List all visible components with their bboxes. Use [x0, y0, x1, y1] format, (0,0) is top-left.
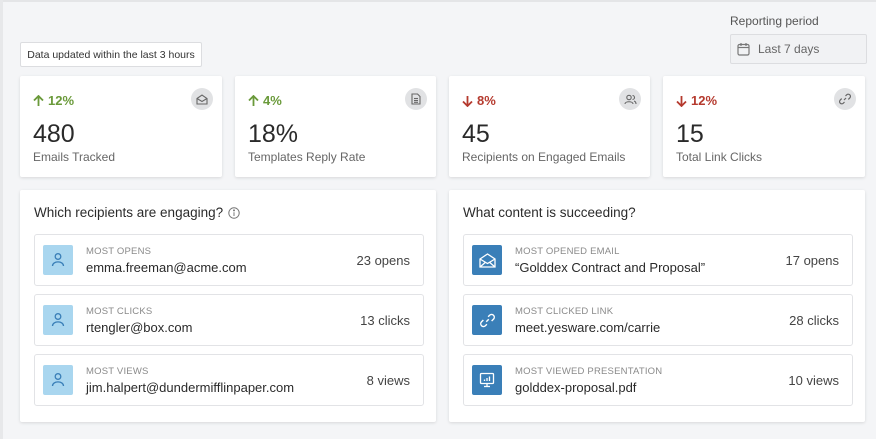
document-icon: [405, 88, 427, 110]
person-icon: [43, 245, 73, 275]
stat-change: 8%: [462, 93, 496, 108]
row-metric: 8 views: [366, 373, 410, 388]
stat-value: 45: [462, 120, 490, 148]
content-succeeding-panel: What content is succeeding? MOST OPENED …: [449, 190, 865, 422]
list-item-most-clicked-link[interactable]: MOST CLICKED LINK meet.yesware.com/carri…: [463, 294, 853, 346]
arrow-up-icon: [248, 94, 259, 106]
stat-card-total-link-clicks: 12% 15 Total Link Clicks: [663, 76, 865, 177]
list-item-most-clicks[interactable]: MOST CLICKS rtengler@box.com 13 clicks: [34, 294, 424, 346]
link-icon: [472, 305, 502, 335]
row-metric: 10 views: [788, 373, 839, 388]
row-kicker: MOST CLICKED LINK: [515, 306, 614, 317]
recipient-email: emma.freeman@acme.com: [86, 260, 247, 275]
stat-card-templates-reply-rate: 4% 18% Templates Reply Rate: [235, 76, 436, 177]
stat-change: 12%: [676, 93, 717, 108]
data-updated-notice: Data updated within the last 3 hours: [20, 42, 202, 67]
list-item-most-views[interactable]: MOST VIEWS jim.halpert@dundermifflinpape…: [34, 354, 424, 406]
stat-value: 15: [676, 120, 704, 148]
row-metric: 28 clicks: [789, 313, 839, 328]
row-kicker: MOST OPENED EMAIL: [515, 246, 620, 257]
recipient-email: rtengler@box.com: [86, 320, 193, 335]
recipients-engaging-panel: Which recipients are engaging? MOST OPEN…: [20, 190, 436, 422]
panel-title: What content is succeeding?: [463, 205, 636, 220]
row-kicker: MOST VIEWED PRESENTATION: [515, 366, 663, 377]
reporting-period-select[interactable]: Last 7 days: [730, 34, 867, 64]
row-kicker: MOST CLICKS: [86, 306, 153, 317]
stat-value: 18%: [248, 120, 299, 148]
stat-label: Recipients on Engaged Emails: [462, 150, 626, 164]
stat-label: Emails Tracked: [33, 150, 116, 164]
arrow-down-icon: [462, 95, 473, 107]
open-envelope-icon: [472, 245, 502, 275]
stat-change: 12%: [33, 93, 74, 108]
stat-change: 4%: [248, 93, 282, 108]
stat-value: 480: [33, 120, 75, 148]
top-border: [0, 0, 876, 2]
recipient-email: jim.halpert@dundermifflinpaper.com: [86, 380, 295, 395]
stat-label: Total Link Clicks: [676, 150, 763, 164]
row-kicker: MOST OPENS: [86, 246, 152, 257]
info-icon[interactable]: [228, 206, 240, 219]
person-icon: [43, 365, 73, 395]
stat-label: Templates Reply Rate: [248, 150, 366, 164]
reporting-period-label: Reporting period: [730, 14, 819, 28]
panel-title: Which recipients are engaging?: [34, 205, 240, 220]
row-metric: 13 clicks: [360, 313, 410, 328]
presentation-icon: [472, 365, 502, 395]
stat-card-recipients-engaged: 8% 45 Recipients on Engaged Emails: [449, 76, 650, 177]
link-icon: [834, 88, 856, 110]
calendar-icon: [737, 43, 750, 56]
open-envelope-icon: [191, 88, 213, 110]
list-item-most-opens[interactable]: MOST OPENS emma.freeman@acme.com 23 open…: [34, 234, 424, 286]
list-item-most-opened-email[interactable]: MOST OPENED EMAIL “Golddex Contract and …: [463, 234, 853, 286]
row-metric: 17 opens: [785, 253, 840, 268]
email-subject: “Golddex Contract and Proposal”: [515, 260, 706, 275]
reporting-period-value: Last 7 days: [758, 42, 820, 56]
stat-card-emails-tracked: 12% 480 Emails Tracked: [20, 76, 222, 177]
list-item-most-viewed-presentation[interactable]: MOST VIEWED PRESENTATION golddex-proposa…: [463, 354, 853, 406]
row-kicker: MOST VIEWS: [86, 366, 149, 377]
people-icon: [619, 88, 641, 110]
row-metric: 23 opens: [356, 253, 411, 268]
link-url: meet.yesware.com/carrie: [515, 320, 661, 335]
left-border: [0, 0, 3, 439]
arrow-down-icon: [676, 95, 687, 107]
presentation-filename: golddex-proposal.pdf: [515, 380, 637, 395]
person-icon: [43, 305, 73, 335]
arrow-up-icon: [33, 94, 44, 106]
